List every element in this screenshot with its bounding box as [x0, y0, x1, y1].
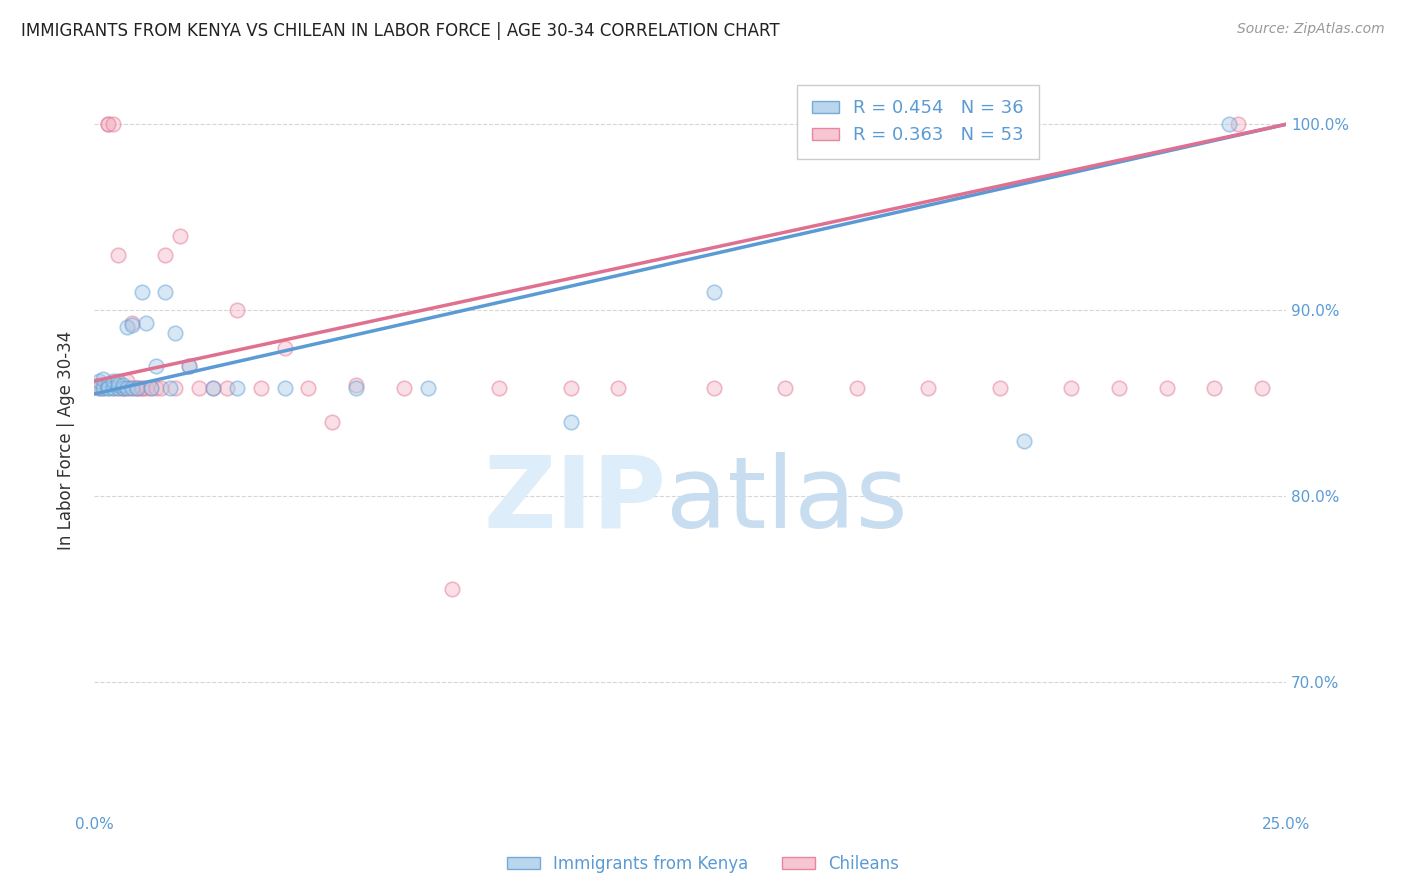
- Point: [321, 415, 343, 429]
- Point: [1156, 381, 1178, 395]
- Point: [131, 381, 153, 395]
- Point: [121, 381, 143, 395]
- Point: [121, 318, 143, 333]
- Text: IMMIGRANTS FROM KENYA VS CHILEAN IN LABOR FORCE | AGE 30-34 CORRELATION CHART: IMMIGRANTS FROM KENYA VS CHILEAN IN LABO…: [21, 22, 780, 40]
- Point: [607, 381, 630, 395]
- Point: [145, 359, 167, 373]
- Point: [149, 381, 172, 395]
- Point: [97, 117, 120, 131]
- Point: [226, 381, 249, 395]
- Point: [101, 374, 124, 388]
- Text: ZIP: ZIP: [484, 451, 666, 549]
- Point: [703, 285, 725, 299]
- Point: [155, 285, 177, 299]
- Point: [1218, 117, 1240, 131]
- Point: [179, 359, 201, 373]
- Point: [87, 374, 110, 388]
- Point: [560, 415, 582, 429]
- Point: [163, 326, 186, 340]
- Point: [93, 381, 115, 395]
- Point: [440, 582, 463, 597]
- Point: [101, 381, 124, 395]
- Point: [117, 374, 139, 388]
- Point: [560, 381, 582, 395]
- Point: [775, 381, 797, 395]
- Point: [107, 381, 129, 395]
- Point: [845, 381, 868, 395]
- Point: [1227, 117, 1250, 131]
- Point: [125, 381, 148, 395]
- Point: [131, 381, 153, 395]
- Point: [202, 381, 225, 395]
- Point: [97, 381, 120, 395]
- Text: Source: ZipAtlas.com: Source: ZipAtlas.com: [1237, 22, 1385, 37]
- Point: [273, 381, 295, 395]
- Point: [87, 377, 110, 392]
- Point: [273, 341, 295, 355]
- Y-axis label: In Labor Force | Age 30-34: In Labor Force | Age 30-34: [58, 331, 75, 550]
- Point: [117, 381, 139, 395]
- Point: [87, 381, 110, 395]
- Point: [344, 377, 367, 392]
- Point: [179, 359, 201, 373]
- Point: [1108, 381, 1130, 395]
- Point: [135, 316, 157, 330]
- Point: [416, 381, 439, 395]
- Point: [1251, 381, 1274, 395]
- Point: [111, 381, 134, 395]
- Point: [1204, 381, 1226, 395]
- Point: [93, 381, 115, 395]
- Point: [111, 381, 134, 395]
- Point: [97, 381, 120, 395]
- Point: [1012, 434, 1035, 448]
- Point: [1060, 381, 1083, 395]
- Point: [97, 377, 120, 392]
- Point: [121, 381, 143, 395]
- Point: [145, 381, 167, 395]
- Point: [988, 381, 1011, 395]
- Point: [163, 381, 186, 395]
- Point: [917, 381, 939, 395]
- Point: [125, 381, 148, 395]
- Point: [226, 303, 249, 318]
- Legend: Immigrants from Kenya, Chileans: Immigrants from Kenya, Chileans: [501, 848, 905, 880]
- Point: [121, 316, 143, 330]
- Point: [93, 372, 115, 386]
- Point: [107, 247, 129, 261]
- Text: atlas: atlas: [666, 451, 908, 549]
- Point: [125, 381, 148, 395]
- Point: [117, 381, 139, 395]
- Point: [392, 381, 415, 395]
- Point: [107, 377, 129, 392]
- Point: [202, 381, 225, 395]
- Point: [297, 381, 319, 395]
- Point: [111, 377, 134, 392]
- Point: [141, 381, 163, 395]
- Point: [488, 381, 510, 395]
- Point: [117, 320, 139, 334]
- Point: [87, 381, 110, 395]
- Point: [111, 381, 134, 395]
- Point: [107, 374, 129, 388]
- Point: [135, 381, 157, 395]
- Point: [107, 381, 129, 395]
- Point: [97, 117, 120, 131]
- Point: [169, 228, 191, 243]
- Point: [101, 117, 124, 131]
- Legend: R = 0.454   N = 36, R = 0.363   N = 53: R = 0.454 N = 36, R = 0.363 N = 53: [797, 85, 1039, 159]
- Point: [159, 381, 181, 395]
- Point: [217, 381, 239, 395]
- Point: [93, 377, 115, 392]
- Point: [703, 381, 725, 395]
- Point: [155, 247, 177, 261]
- Point: [250, 381, 273, 395]
- Point: [187, 381, 209, 395]
- Point: [101, 381, 124, 395]
- Point: [131, 285, 153, 299]
- Point: [344, 381, 367, 395]
- Point: [141, 381, 163, 395]
